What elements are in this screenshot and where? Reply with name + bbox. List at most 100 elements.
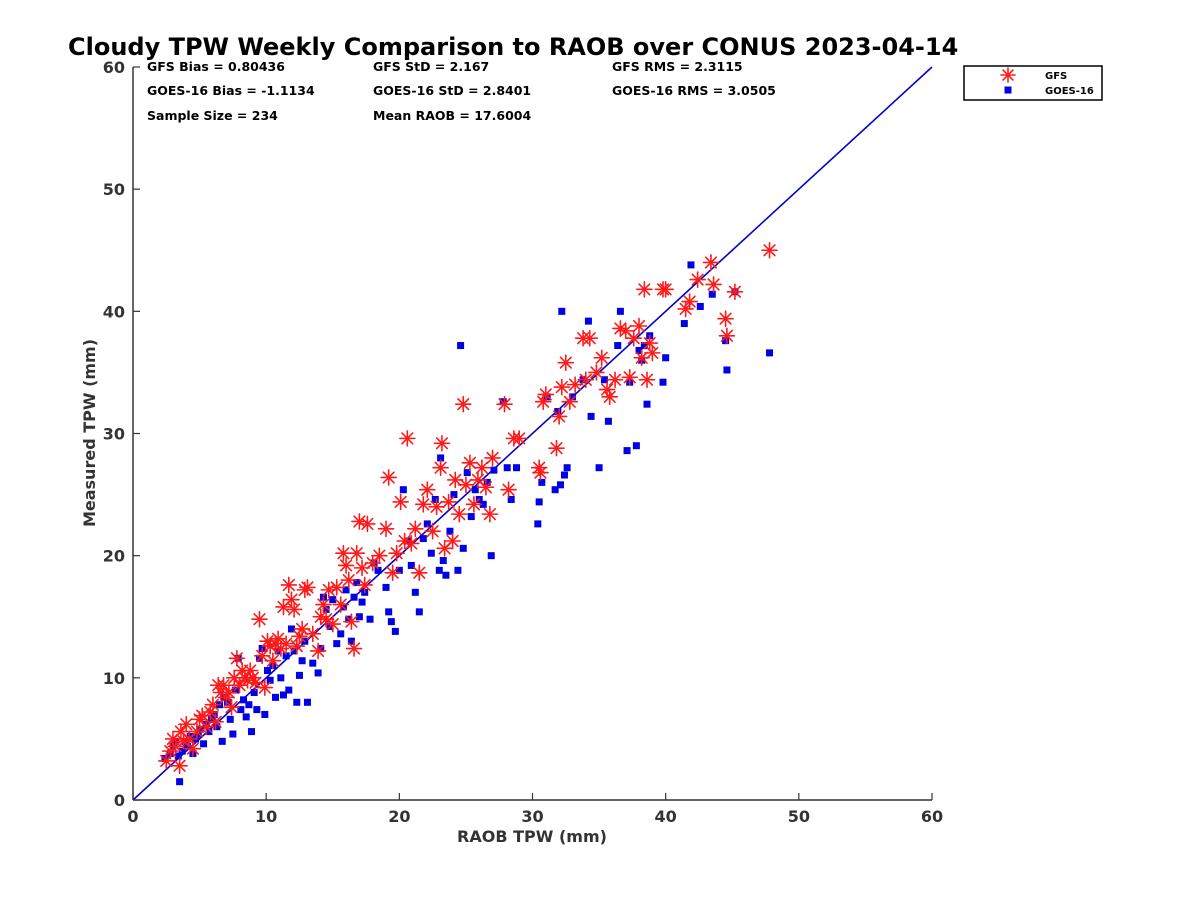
- gfs-point: [566, 376, 584, 393]
- gfs-point: [288, 637, 306, 655]
- goes16-point: [226, 715, 234, 723]
- y-axis-label: Measured TPW (mm): [80, 339, 99, 527]
- gfs-point: [280, 576, 298, 594]
- goes16-point: [538, 478, 546, 486]
- goes16-point: [467, 513, 475, 521]
- legend: GFS GOES-16: [963, 65, 1103, 101]
- sample-size-stat: Sample Size = 234: [147, 108, 278, 123]
- y-tick-label: 60: [103, 58, 125, 77]
- goes16-point: [587, 412, 595, 420]
- goes16-point: [287, 625, 295, 633]
- goes16-point: [174, 752, 182, 760]
- legend-gfs-marker: [1000, 67, 1016, 83]
- gfs-point: [223, 698, 240, 716]
- legend-gfs-asterisk: [1000, 67, 1016, 83]
- gfs-point: [500, 481, 517, 498]
- goes16-point: [355, 613, 363, 621]
- gfs-point: [450, 505, 468, 523]
- goes16-point: [266, 676, 274, 684]
- legend-goes-marker: [1004, 86, 1012, 94]
- legend-gfs-label: GFS: [1045, 71, 1067, 82]
- gfs-point: [601, 388, 619, 406]
- series-gfs: [157, 241, 778, 775]
- x-axis-label: RAOB TPW (mm): [457, 827, 607, 846]
- goes-rms-stat: GOES-16 RMS = 3.0505: [612, 83, 776, 98]
- gfs-point: [201, 703, 219, 721]
- goes16-point: [333, 640, 341, 648]
- gfs-point: [304, 625, 322, 643]
- goes16-point: [723, 366, 731, 374]
- goes16-point: [303, 698, 311, 706]
- gfs-point: [726, 283, 744, 301]
- goes16-point: [399, 486, 407, 494]
- gfs-point: [702, 254, 720, 271]
- goes16-point: [178, 747, 186, 755]
- goes16-point: [623, 447, 631, 455]
- goes16-point: [558, 307, 566, 315]
- goes16-point: [314, 669, 322, 677]
- gfs-point: [396, 532, 413, 550]
- goes16-point: [604, 417, 612, 425]
- y-tick-label: 10: [103, 669, 125, 688]
- goes16-point: [295, 671, 303, 679]
- x-tick-label: 30: [521, 807, 543, 826]
- goes16-point: [696, 302, 704, 310]
- goes16-point: [337, 630, 345, 638]
- gfs-point: [593, 349, 611, 367]
- goes16-point: [411, 588, 419, 596]
- gfs-point: [557, 354, 575, 371]
- gfs-point: [577, 371, 595, 389]
- goes16-point: [563, 464, 571, 472]
- goes16-point: [614, 342, 622, 350]
- goes16-point: [708, 290, 716, 298]
- goes16-point: [457, 342, 465, 350]
- goes16-point: [242, 713, 250, 721]
- goes16-point: [463, 469, 471, 477]
- goes16-point: [374, 566, 382, 574]
- goes16-point: [382, 583, 390, 591]
- x-tick-label: 10: [255, 807, 277, 826]
- gfs-point: [285, 601, 303, 618]
- gfs-point: [537, 386, 555, 403]
- goes16-point: [205, 728, 213, 736]
- goes16-point: [632, 442, 640, 450]
- y-tick-label: 40: [103, 302, 125, 321]
- goes16-point: [263, 667, 271, 675]
- gfs-point: [364, 554, 382, 572]
- gfs-point: [184, 740, 202, 757]
- gfs-point: [407, 520, 424, 538]
- gfs-point: [484, 449, 501, 467]
- gfs-point: [588, 364, 605, 381]
- goes16-point: [687, 261, 695, 269]
- gfs-point: [454, 395, 472, 413]
- gfs-point: [251, 610, 268, 628]
- goes16-point: [248, 728, 256, 736]
- gfs-point: [636, 281, 653, 298]
- gfs-point: [392, 493, 409, 511]
- goes16-point: [560, 471, 568, 479]
- goes16-point: [507, 495, 515, 503]
- goes16-point: [285, 686, 293, 694]
- gfs-point: [335, 544, 352, 562]
- goes16-point: [261, 710, 269, 718]
- gfs-point: [428, 498, 445, 516]
- gfs-point: [465, 496, 483, 513]
- gfs-point: [256, 679, 274, 696]
- x-tick-label: 40: [655, 807, 677, 826]
- goes16-point: [176, 778, 184, 786]
- gfs-point: [581, 329, 599, 347]
- goes16-point: [387, 618, 395, 626]
- goes16-point: [431, 495, 439, 503]
- mean-raob-stat: Mean RAOB = 17.6004: [373, 108, 531, 123]
- goes16-point: [442, 571, 450, 579]
- gfs-point: [283, 591, 300, 608]
- goes16-point: [479, 500, 487, 508]
- gfs-bias-stat: GFS Bias = 0.80436: [147, 59, 285, 74]
- goes16-point: [293, 698, 301, 706]
- gfs-point: [681, 293, 698, 310]
- goes16-point: [640, 342, 648, 350]
- goes16-point: [659, 378, 667, 386]
- gfs-point: [550, 408, 568, 425]
- gfs-point: [371, 547, 388, 564]
